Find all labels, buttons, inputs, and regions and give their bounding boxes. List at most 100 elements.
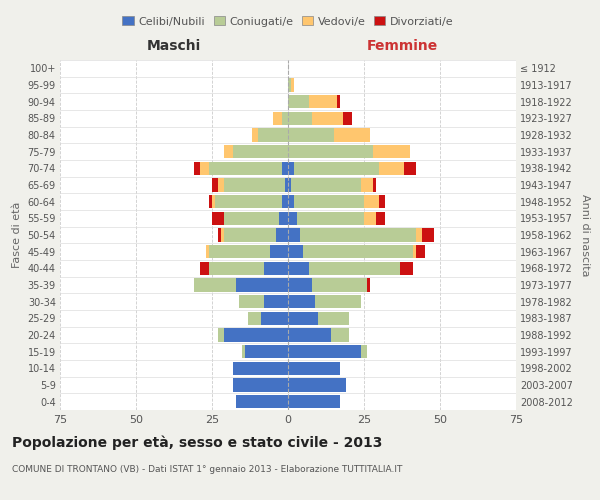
Bar [291,78,294,92]
Bar [285,178,288,192]
Bar [260,312,288,325]
Bar [233,362,288,375]
Bar [209,162,282,175]
Bar [309,262,400,275]
Text: COMUNE DI TRONTANO (VB) - Dati ISTAT 1° gennaio 2013 - Elaborazione TUTTITALIA.I: COMUNE DI TRONTANO (VB) - Dati ISTAT 1° … [12,465,403,474]
Bar [343,112,352,125]
Bar [209,262,263,275]
Bar [288,328,331,342]
Bar [319,312,349,325]
Bar [245,345,288,358]
Bar [288,95,309,108]
Bar [248,312,260,325]
Bar [200,262,209,275]
Bar [224,212,279,225]
Bar [218,178,224,192]
Bar [294,195,364,208]
Bar [194,278,236,291]
Bar [263,262,288,275]
Bar [404,162,416,175]
Bar [209,195,212,208]
Bar [270,245,288,258]
Bar [416,245,425,258]
Bar [288,178,291,192]
Bar [309,95,337,108]
Y-axis label: Anni di nascita: Anni di nascita [580,194,590,276]
Bar [257,128,288,141]
Bar [276,228,288,241]
Bar [194,162,200,175]
Text: Popolazione per età, sesso e stato civile - 2013: Popolazione per età, sesso e stato civil… [12,435,382,450]
Bar [313,278,367,291]
Bar [224,328,288,342]
Bar [422,228,434,241]
Bar [206,245,209,258]
Text: Femmine: Femmine [367,39,437,53]
Bar [313,112,343,125]
Legend: Celibi/Nubili, Coniugati/e, Vedovi/e, Divorziati/e: Celibi/Nubili, Coniugati/e, Vedovi/e, Di… [119,13,457,30]
Bar [288,395,340,408]
Bar [361,345,367,358]
Bar [400,262,413,275]
Bar [373,178,376,192]
Bar [294,162,379,175]
Bar [288,362,340,375]
Bar [218,328,224,342]
Bar [316,295,361,308]
Bar [288,245,303,258]
Bar [331,328,349,342]
Bar [337,95,340,108]
Text: Maschi: Maschi [147,39,201,53]
Bar [282,195,288,208]
Bar [300,228,416,241]
Bar [288,278,313,291]
Bar [224,145,233,158]
Bar [376,212,385,225]
Bar [209,245,270,258]
Bar [200,162,209,175]
Bar [288,78,291,92]
Bar [361,178,373,192]
Bar [379,162,404,175]
Bar [288,128,334,141]
Bar [282,162,288,175]
Bar [288,378,346,392]
Bar [334,128,370,141]
Bar [263,295,288,308]
Bar [236,278,288,291]
Bar [282,112,288,125]
Bar [221,228,224,241]
Bar [224,178,285,192]
Bar [367,278,370,291]
Bar [379,195,385,208]
Bar [224,228,276,241]
Bar [303,245,413,258]
Bar [288,312,319,325]
Bar [212,195,215,208]
Bar [279,212,288,225]
Y-axis label: Fasce di età: Fasce di età [12,202,22,268]
Bar [233,145,288,158]
Bar [212,178,218,192]
Bar [288,262,309,275]
Bar [291,178,361,192]
Bar [288,112,313,125]
Bar [416,228,422,241]
Bar [215,195,282,208]
Bar [288,345,361,358]
Bar [233,378,288,392]
Bar [218,228,221,241]
Bar [288,195,294,208]
Bar [364,212,376,225]
Bar [251,128,257,141]
Bar [288,162,294,175]
Bar [273,112,282,125]
Bar [413,245,416,258]
Bar [288,145,373,158]
Bar [373,145,410,158]
Bar [212,212,224,225]
Bar [364,195,379,208]
Bar [239,295,263,308]
Bar [288,212,297,225]
Bar [236,395,288,408]
